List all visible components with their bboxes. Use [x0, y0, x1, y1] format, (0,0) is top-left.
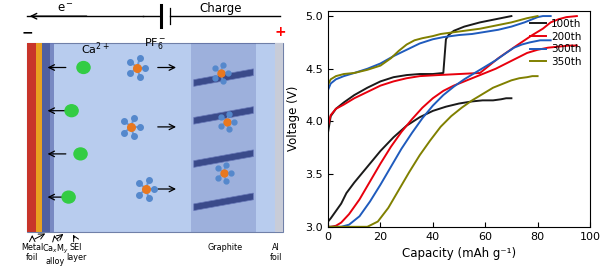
Bar: [50, 43, 54, 232]
Text: +: +: [275, 25, 286, 39]
Text: Charge: Charge: [199, 2, 242, 15]
Text: Al
foil: Al foil: [270, 243, 282, 262]
Circle shape: [62, 191, 75, 203]
Text: Ca$^{2+}$: Ca$^{2+}$: [81, 40, 110, 57]
Circle shape: [77, 62, 90, 73]
Text: PF$_6^-$: PF$_6^-$: [144, 36, 166, 51]
Bar: [275, 43, 283, 232]
Circle shape: [65, 105, 78, 117]
Polygon shape: [194, 107, 253, 124]
Bar: [191, 43, 256, 232]
Bar: [36, 43, 42, 232]
Text: Graphite: Graphite: [208, 243, 243, 252]
Bar: [27, 43, 36, 232]
Text: Metal
foil: Metal foil: [21, 243, 43, 262]
Y-axis label: Voltage (V): Voltage (V): [287, 86, 300, 151]
Polygon shape: [194, 193, 253, 211]
Polygon shape: [194, 69, 253, 86]
Text: SEI
layer: SEI layer: [66, 243, 86, 262]
Text: −: −: [21, 25, 33, 39]
Polygon shape: [194, 150, 253, 167]
Text: Ca$_x$M$_y$
alloy: Ca$_x$M$_y$ alloy: [42, 243, 69, 266]
Text: e$^-$: e$^-$: [57, 2, 74, 15]
X-axis label: Capacity (mAh g⁻¹): Capacity (mAh g⁻¹): [402, 247, 516, 260]
Legend: 100th, 200th, 300th, 350th: 100th, 200th, 300th, 350th: [527, 16, 585, 70]
Circle shape: [74, 148, 87, 160]
FancyBboxPatch shape: [27, 43, 283, 232]
Bar: [42, 43, 50, 232]
